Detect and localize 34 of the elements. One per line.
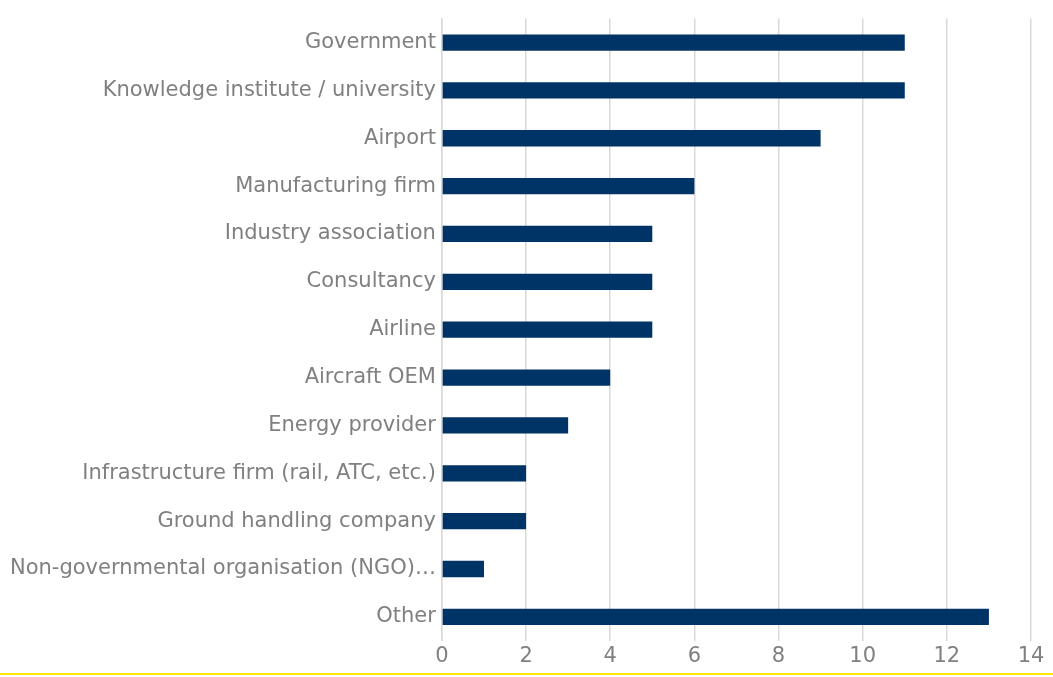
bar — [442, 273, 653, 290]
y-tick-label: Aircraft OEM — [304, 364, 436, 389]
y-tick-label: Non-governmental organisation (NGO)… — [10, 555, 436, 580]
y-tick-label: Airline — [369, 316, 436, 341]
x-tick-label: 8 — [771, 642, 786, 667]
bar — [442, 465, 527, 482]
y-tick-label: Ground handling company — [157, 507, 436, 532]
x-tick-label: 0 — [435, 642, 449, 667]
y-tick-label: Airport — [364, 124, 436, 149]
bar — [442, 225, 653, 243]
y-tick-label: Knowledge institute / university — [102, 76, 436, 101]
y-tick-label: Infrastructure firm (rail, ATC, etc.) — [82, 459, 436, 484]
bar — [442, 369, 611, 386]
bar — [442, 608, 989, 626]
x-tick-label: 6 — [687, 642, 702, 667]
y-tick-label: Government — [304, 28, 436, 53]
bar — [442, 417, 569, 434]
y-tick-label: Industry association — [224, 220, 436, 245]
x-tick-label: 12 — [933, 642, 961, 667]
x-tick-label: 4 — [603, 642, 617, 667]
y-tick-label: Energy provider — [268, 411, 437, 436]
x-tick-label: 10 — [849, 642, 877, 667]
bar — [442, 560, 484, 578]
y-tick-label: Manufacturing firm — [235, 172, 436, 197]
bar — [442, 34, 905, 51]
bar — [442, 513, 527, 530]
x-tick-label: 2 — [519, 642, 533, 667]
bar — [442, 177, 695, 195]
bar — [442, 321, 653, 338]
y-tick-label: Consultancy — [306, 268, 436, 293]
x-tick-label: 14 — [1017, 642, 1045, 667]
bar — [442, 82, 905, 99]
bar — [442, 130, 821, 147]
y-tick-label: Other — [376, 603, 437, 628]
